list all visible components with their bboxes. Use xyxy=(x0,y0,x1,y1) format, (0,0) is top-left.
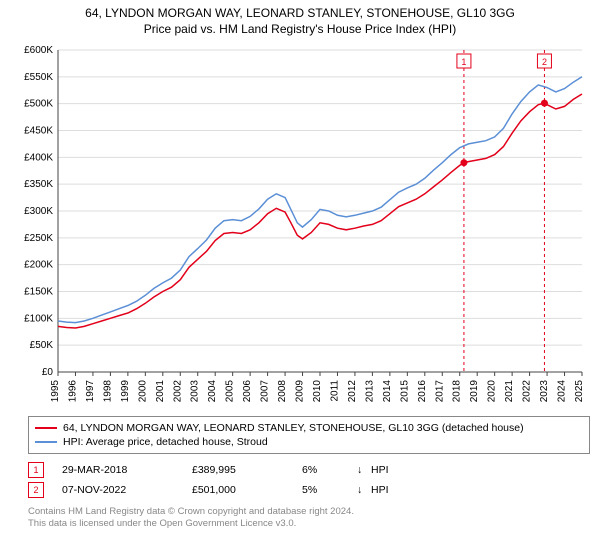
svg-text:2000: 2000 xyxy=(137,380,148,403)
legend-swatch-property xyxy=(35,427,57,429)
svg-text:2025: 2025 xyxy=(574,380,585,403)
svg-text:2021: 2021 xyxy=(504,380,515,403)
svg-text:2008: 2008 xyxy=(277,380,288,403)
svg-text:2009: 2009 xyxy=(295,380,306,403)
svg-text:£100K: £100K xyxy=(24,313,53,324)
legend-swatch-hpi xyxy=(35,441,57,443)
legend-label-hpi: HPI: Average price, detached house, Stro… xyxy=(63,436,268,448)
chart-title-area: 64, LYNDON MORGAN WAY, LEONARD STANLEY, … xyxy=(0,0,600,38)
svg-text:2003: 2003 xyxy=(190,380,201,403)
svg-text:2015: 2015 xyxy=(399,380,410,403)
footer-line1: Contains HM Land Registry data © Crown c… xyxy=(28,506,590,518)
marker-badge-2: 2 xyxy=(28,482,44,498)
svg-text:1997: 1997 xyxy=(85,380,96,403)
marker-row-2: 2 07-NOV-2022 £501,000 5% ↓ HPI xyxy=(28,480,590,500)
svg-text:£250K: £250K xyxy=(24,233,53,244)
svg-text:£500K: £500K xyxy=(24,99,53,110)
svg-text:2023: 2023 xyxy=(539,380,550,403)
marker-2-date: 07-NOV-2022 xyxy=(62,484,192,496)
svg-text:1998: 1998 xyxy=(102,380,113,403)
svg-text:£200K: £200K xyxy=(24,260,53,271)
svg-text:2011: 2011 xyxy=(329,380,340,402)
svg-text:2014: 2014 xyxy=(382,380,393,403)
legend: 64, LYNDON MORGAN WAY, LEONARD STANLEY, … xyxy=(28,416,590,454)
marker-table: 1 29-MAR-2018 £389,995 6% ↓ HPI 2 07-NOV… xyxy=(28,460,590,500)
svg-text:2013: 2013 xyxy=(364,380,375,403)
chart-area: £0 £50K £100K £150K £200K £250K £300K £350K £400… xyxy=(10,42,590,412)
svg-text:2022: 2022 xyxy=(522,380,533,403)
svg-text:2017: 2017 xyxy=(434,380,445,403)
marker-2-price: £501,000 xyxy=(192,484,302,496)
legend-row-hpi: HPI: Average price, detached house, Stro… xyxy=(35,435,583,449)
footer-line2: This data is licensed under the Open Gov… xyxy=(28,518,590,530)
svg-text:£150K: £150K xyxy=(24,287,53,298)
svg-text:2010: 2010 xyxy=(312,380,323,403)
svg-text:£50K: £50K xyxy=(30,340,54,351)
svg-text:£450K: £450K xyxy=(24,126,53,137)
legend-row-property: 64, LYNDON MORGAN WAY, LEONARD STANLEY, … xyxy=(35,421,583,435)
svg-text:£0: £0 xyxy=(42,367,54,378)
line-chart: £0 £50K £100K £150K £200K £250K £300K £350K £400… xyxy=(10,42,590,412)
svg-text:2005: 2005 xyxy=(225,380,236,403)
svg-text:£550K: £550K xyxy=(24,72,53,83)
marker-badge-1: 1 xyxy=(28,462,44,478)
chart-title-line1: 64, LYNDON MORGAN WAY, LEONARD STANLEY, … xyxy=(10,6,590,20)
svg-text:2: 2 xyxy=(542,57,547,67)
marker-1-arrow-icon: ↓ xyxy=(357,464,371,476)
svg-text:2018: 2018 xyxy=(452,380,463,403)
marker-2-pct: 5% xyxy=(302,484,357,496)
legend-label-property: 64, LYNDON MORGAN WAY, LEONARD STANLEY, … xyxy=(63,422,524,434)
svg-text:£600K: £600K xyxy=(24,45,53,56)
marker-2-arrow-icon: ↓ xyxy=(357,484,371,496)
svg-text:£300K: £300K xyxy=(24,206,53,217)
svg-text:2024: 2024 xyxy=(557,380,568,403)
marker-2-vs: HPI xyxy=(371,484,401,496)
marker-1-pct: 6% xyxy=(302,464,357,476)
svg-text:2012: 2012 xyxy=(347,380,358,403)
svg-text:2001: 2001 xyxy=(155,380,166,403)
svg-text:1996: 1996 xyxy=(67,380,78,403)
svg-text:2007: 2007 xyxy=(260,380,271,403)
svg-text:2004: 2004 xyxy=(207,380,218,403)
marker-row-1: 1 29-MAR-2018 £389,995 6% ↓ HPI xyxy=(28,460,590,480)
svg-text:2019: 2019 xyxy=(469,380,480,403)
svg-text:£400K: £400K xyxy=(24,152,53,163)
footer-attribution: Contains HM Land Registry data © Crown c… xyxy=(28,506,590,530)
svg-text:1995: 1995 xyxy=(50,380,61,403)
svg-text:1999: 1999 xyxy=(120,380,131,403)
marker-1-price: £389,995 xyxy=(192,464,302,476)
svg-text:2006: 2006 xyxy=(242,380,253,403)
svg-text:£350K: £350K xyxy=(24,179,53,190)
marker-1-date: 29-MAR-2018 xyxy=(62,464,192,476)
svg-text:2020: 2020 xyxy=(487,380,498,403)
chart-title-line2: Price paid vs. HM Land Registry's House … xyxy=(10,22,590,36)
svg-text:2016: 2016 xyxy=(417,380,428,403)
svg-text:1: 1 xyxy=(461,57,466,67)
svg-text:2002: 2002 xyxy=(172,380,183,403)
marker-1-vs: HPI xyxy=(371,464,401,476)
